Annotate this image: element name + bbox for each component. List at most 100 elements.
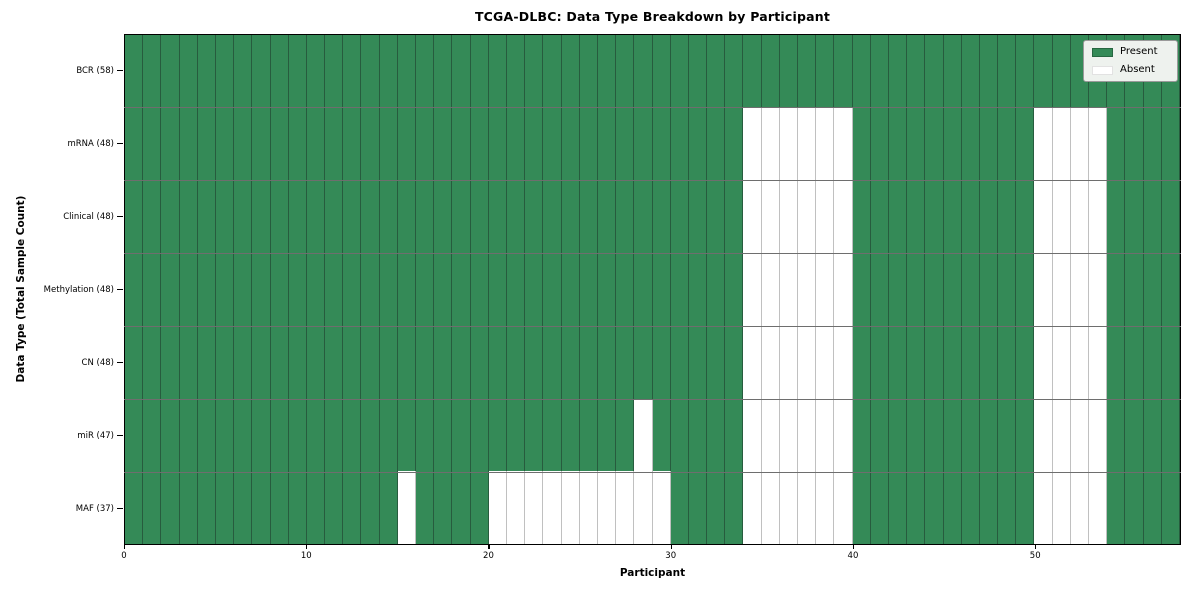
x-tick-label: 20 bbox=[483, 551, 494, 561]
heatmap-cell bbox=[1107, 253, 1126, 326]
heatmap-cell bbox=[252, 325, 271, 399]
heatmap-cell bbox=[907, 253, 926, 326]
heatmap-cell bbox=[1143, 107, 1162, 181]
heatmap-cell bbox=[998, 398, 1017, 472]
heatmap-cell bbox=[634, 325, 653, 399]
heatmap-cell bbox=[434, 471, 453, 544]
heatmap-cell bbox=[852, 253, 871, 326]
heatmap-cell bbox=[306, 325, 326, 399]
heatmap-cell bbox=[306, 398, 326, 472]
heatmap-cell bbox=[416, 253, 435, 326]
heatmap-cell bbox=[288, 253, 307, 326]
heatmap-cell bbox=[161, 325, 180, 399]
heatmap-cell bbox=[652, 325, 671, 399]
heatmap-cell bbox=[634, 35, 653, 108]
heatmap-cell bbox=[707, 180, 726, 254]
heatmap-cell bbox=[543, 398, 562, 472]
heatmap-grid bbox=[124, 34, 1181, 545]
heatmap-cell bbox=[252, 471, 271, 544]
heatmap-cell bbox=[670, 107, 689, 181]
heatmap-cell bbox=[961, 107, 980, 181]
heatmap-cell bbox=[1161, 107, 1180, 181]
heatmap-cell bbox=[161, 107, 180, 181]
heatmap-cell bbox=[998, 107, 1017, 181]
heatmap-cell bbox=[125, 180, 144, 254]
row-label: miR (47) bbox=[77, 430, 114, 441]
heatmap-cell bbox=[234, 253, 253, 326]
heatmap-cell bbox=[961, 325, 980, 399]
heatmap-cell bbox=[798, 398, 817, 472]
heatmap-cell bbox=[452, 253, 471, 326]
heatmap-cell bbox=[852, 180, 871, 254]
heatmap-cell bbox=[434, 398, 453, 472]
heatmap-cell bbox=[234, 180, 253, 254]
heatmap-cell bbox=[470, 253, 489, 326]
heatmap-cell bbox=[707, 325, 726, 399]
x-axis-tick bbox=[306, 545, 308, 549]
row-label: mRNA (48) bbox=[67, 138, 114, 149]
heatmap-cell bbox=[616, 107, 635, 181]
heatmap-cell bbox=[197, 180, 216, 254]
heatmap-cell bbox=[288, 398, 307, 472]
heatmap-cell bbox=[761, 107, 780, 181]
heatmap-cell bbox=[870, 107, 889, 181]
heatmap-cell bbox=[1052, 253, 1071, 326]
heatmap-cell bbox=[452, 107, 471, 181]
heatmap-cell bbox=[397, 180, 417, 254]
y-axis-tick bbox=[117, 508, 123, 510]
heatmap-cell bbox=[670, 35, 689, 108]
heatmap-cell bbox=[1034, 107, 1053, 181]
heatmap-cell bbox=[652, 471, 671, 544]
heatmap-cell bbox=[743, 471, 762, 544]
heatmap-cell bbox=[961, 398, 980, 472]
heatmap-cell bbox=[397, 471, 417, 544]
heatmap-cell bbox=[1070, 398, 1090, 472]
heatmap-cell bbox=[798, 107, 817, 181]
heatmap-cell bbox=[743, 253, 762, 326]
heatmap-cell bbox=[798, 253, 817, 326]
heatmap-cell bbox=[1070, 325, 1090, 399]
x-tick-label: 0 bbox=[121, 551, 127, 561]
heatmap-cell bbox=[743, 35, 762, 108]
heatmap-cell bbox=[506, 253, 526, 326]
heatmap-cell bbox=[998, 471, 1017, 544]
heatmap-cell bbox=[288, 35, 307, 108]
heatmap-cell bbox=[834, 180, 853, 254]
heatmap-cell bbox=[1052, 471, 1071, 544]
heatmap-cell bbox=[1052, 398, 1071, 472]
heatmap-cell bbox=[743, 325, 762, 399]
heatmap-cell bbox=[888, 398, 908, 472]
heatmap-cell bbox=[343, 398, 362, 472]
heatmap-cell bbox=[925, 107, 944, 181]
heatmap-cell bbox=[197, 398, 216, 472]
heatmap-cell bbox=[779, 253, 799, 326]
heatmap-cell bbox=[670, 180, 689, 254]
x-tick-label: 10 bbox=[300, 551, 312, 561]
heatmap-cell bbox=[743, 107, 762, 181]
heatmap-cell bbox=[506, 107, 526, 181]
heatmap-cell bbox=[907, 471, 926, 544]
heatmap-cell bbox=[379, 471, 398, 544]
heatmap-cell bbox=[561, 180, 580, 254]
heatmap-cell bbox=[506, 325, 526, 399]
heatmap-cell bbox=[252, 253, 271, 326]
heatmap-cell bbox=[561, 107, 580, 181]
heatmap-cell bbox=[579, 398, 598, 472]
heatmap-cell bbox=[143, 35, 162, 108]
heatmap-cell bbox=[234, 107, 253, 181]
row-separator-line bbox=[124, 399, 1181, 400]
heatmap-cell bbox=[434, 180, 453, 254]
heatmap-cell bbox=[816, 398, 835, 472]
heatmap-cell bbox=[652, 398, 671, 472]
heatmap-cell bbox=[798, 471, 817, 544]
heatmap-cell bbox=[379, 398, 398, 472]
heatmap-cell bbox=[125, 398, 144, 472]
heatmap-cell bbox=[306, 471, 326, 544]
heatmap-cell bbox=[1161, 253, 1180, 326]
heatmap-cell bbox=[343, 35, 362, 108]
heatmap-cell bbox=[1070, 471, 1090, 544]
heatmap-cell bbox=[197, 325, 216, 399]
heatmap-cell bbox=[397, 107, 417, 181]
heatmap-cell bbox=[1052, 180, 1071, 254]
heatmap-cell bbox=[143, 253, 162, 326]
